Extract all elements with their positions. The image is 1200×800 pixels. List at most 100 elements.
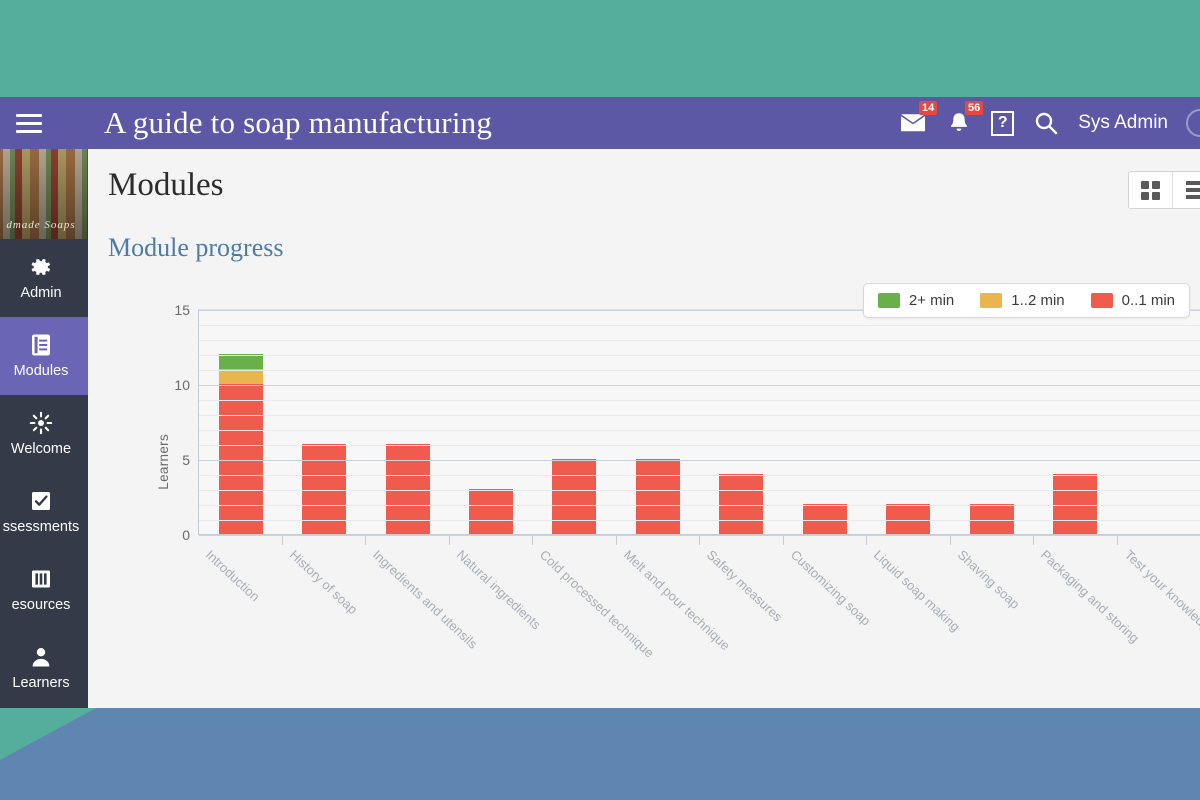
bar-slot (1117, 310, 1200, 534)
bar-segment[interactable] (218, 354, 263, 369)
chart-bar[interactable] (385, 444, 430, 534)
x-axis-label: Shaving soap (954, 547, 1023, 612)
decorative-wedge (0, 708, 96, 760)
gridline (199, 520, 1200, 521)
x-axis-label: Test your knowledge (1121, 547, 1200, 639)
chart-bar[interactable] (218, 354, 263, 534)
list-view-icon[interactable] (1173, 172, 1200, 208)
bar-slot (783, 310, 866, 534)
sidebar-item-admin[interactable]: Admin (0, 239, 88, 317)
chart-bars (199, 310, 1200, 534)
sidebar-item-welcome[interactable]: Welcome (0, 395, 88, 473)
search-icon[interactable] (1032, 109, 1060, 137)
gridline (199, 430, 1200, 431)
sidebar-item-resources[interactable]: esources (0, 551, 88, 629)
bar-segment[interactable] (468, 489, 513, 534)
bar-segment[interactable] (552, 459, 597, 534)
legend-item[interactable]: 2+ min (877, 292, 955, 309)
chart-bar[interactable] (468, 489, 513, 534)
legend-swatch (980, 293, 1003, 308)
x-axis-tick (532, 535, 533, 545)
bell-badge: 56 (964, 101, 984, 116)
x-axis-tick (365, 535, 366, 545)
y-axis-tick: 5 (182, 452, 190, 468)
header-actions: 14 56 ? Sys Admin (899, 97, 1200, 149)
chart-bar[interactable] (1052, 474, 1097, 534)
sidebar-item-label: Learners (12, 675, 70, 691)
x-axis-tick (1033, 535, 1034, 545)
chart-legend[interactable]: 2+ min 1..2 min 0..1 min (862, 283, 1190, 318)
x-axis-label: Liquid soap making (870, 547, 963, 635)
chart-bar[interactable] (886, 504, 931, 534)
y-axis-tick: 15 (174, 302, 190, 318)
bar-segment[interactable] (886, 504, 931, 534)
bar-segment[interactable] (218, 369, 263, 384)
sidebar-item-label: ssessments (2, 519, 80, 535)
section-title: Module progress (108, 233, 284, 262)
chart-x-axis (198, 534, 1200, 550)
grid-view-icon[interactable] (1129, 172, 1173, 208)
chart-bar[interactable] (635, 459, 680, 534)
x-axis-tick (1116, 535, 1118, 545)
bar-segment[interactable] (1052, 474, 1097, 534)
mail-badge: 14 (918, 101, 938, 116)
bar-segment[interactable] (719, 474, 764, 534)
x-axis-tick (949, 535, 951, 545)
hamburger-menu-icon[interactable] (0, 97, 57, 149)
module-progress-chart: Learners 0 5 10 15 Introduction History of s… (108, 279, 1200, 699)
legend-swatch (877, 293, 900, 308)
bar-segment[interactable] (218, 384, 263, 534)
x-axis-label: Safety measures (703, 547, 786, 625)
application-window: A guide to soap manufacturing 14 56 (0, 97, 1200, 708)
legend-label: 2+ min (908, 292, 955, 309)
gridline (199, 310, 1200, 311)
sidebar-item-learners[interactable]: Learners (0, 629, 88, 707)
sidebar-item-assessments[interactable]: ssessments (0, 473, 88, 551)
sidebar-item-label: esources (11, 597, 71, 613)
page-title: Modules (108, 167, 224, 203)
gridline (199, 385, 1200, 386)
user-name-label[interactable]: Sys Admin (1078, 112, 1168, 133)
bar-segment[interactable] (969, 504, 1014, 534)
gridline (199, 505, 1200, 506)
person-icon (29, 645, 53, 669)
checklist-icon (29, 489, 53, 513)
gear-icon (29, 255, 53, 279)
chart-bar[interactable] (719, 474, 764, 534)
bell-icon[interactable]: 56 (945, 101, 984, 137)
gridline (199, 415, 1200, 416)
chart-bar[interactable] (552, 459, 597, 534)
legend-label: 1..2 min (1011, 292, 1065, 309)
x-axis-tick (782, 535, 784, 545)
gridline (199, 400, 1200, 401)
chart-bar[interactable] (802, 504, 847, 534)
bar-slot (282, 310, 365, 534)
chart-bar[interactable] (302, 444, 347, 534)
bar-slot (616, 310, 699, 534)
x-axis-tick (281, 535, 283, 545)
x-axis-label: Introduction (202, 547, 263, 605)
bar-segment[interactable] (385, 444, 430, 534)
gridline (199, 460, 1200, 461)
bar-segment[interactable] (635, 459, 680, 534)
gridline (199, 370, 1200, 371)
bar-segment[interactable] (302, 444, 347, 534)
mail-icon[interactable]: 14 (899, 101, 938, 137)
legend-label: 0..1 min (1121, 292, 1175, 309)
app-title: A guide to soap manufacturing (104, 105, 493, 140)
avatar[interactable] (1186, 109, 1200, 137)
legend-item[interactable]: 0..1 min (1090, 292, 1175, 309)
help-icon[interactable]: ? (991, 110, 1015, 136)
course-thumbnail-caption: dmade Soaps (6, 219, 76, 231)
legend-swatch (1090, 293, 1113, 308)
bar-segment[interactable] (802, 504, 847, 534)
legend-item[interactable]: 1..2 min (980, 292, 1065, 309)
course-thumbnail[interactable]: dmade Soaps (0, 149, 88, 239)
view-toggle (1128, 171, 1200, 209)
y-axis-title: Learners (156, 434, 171, 490)
gridline (199, 490, 1200, 491)
x-axis-tick (448, 535, 450, 545)
sidebar-item-label: Modules (13, 363, 69, 379)
chart-bar[interactable] (969, 504, 1014, 534)
sidebar-item-modules[interactable]: Modules (0, 317, 88, 395)
